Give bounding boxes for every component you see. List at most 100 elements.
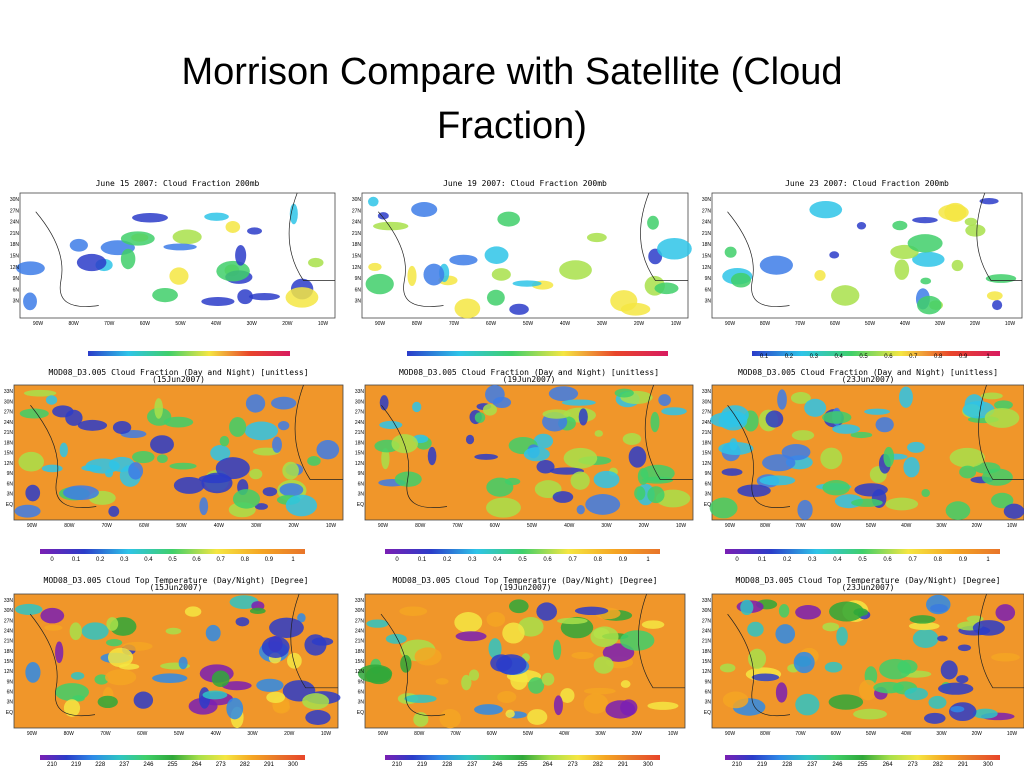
map-patch — [814, 269, 826, 281]
map-patch — [368, 262, 382, 272]
colorbar-label: 1 — [291, 557, 295, 563]
colorbar-label: 255 — [167, 762, 178, 768]
map-patch — [777, 389, 787, 410]
map-patch — [620, 699, 638, 716]
map-patch — [55, 683, 89, 702]
map-patch — [829, 601, 864, 622]
map-patch — [548, 386, 579, 402]
panel-title: June 19 2007: Cloud Fraction 200mb — [443, 179, 607, 188]
map-patch — [907, 441, 925, 453]
colorbar-label: 0.8 — [934, 557, 943, 563]
map-patch — [219, 435, 230, 447]
map-patch — [232, 489, 261, 509]
map-patch — [216, 260, 250, 282]
map-frame — [361, 192, 689, 319]
lon-label: 60W — [140, 321, 151, 327]
map-patch — [277, 421, 290, 431]
lon-label: 70W — [795, 523, 806, 529]
lon-label: 80W — [760, 523, 771, 529]
colorbar-label: 0.1 — [758, 557, 767, 563]
colorbar-label: 0.4 — [144, 557, 153, 563]
map-patch — [647, 486, 665, 504]
map-patch — [106, 639, 123, 647]
lat-label: EQ — [6, 710, 13, 716]
map-patch — [533, 433, 554, 449]
map-patch — [373, 221, 409, 231]
map-patch — [917, 295, 942, 315]
colorbar-label: 0.5 — [858, 557, 867, 563]
map-patch — [488, 638, 502, 659]
map-patch — [641, 476, 674, 484]
map-patch — [908, 622, 940, 631]
lat-label: 24N — [10, 220, 20, 226]
lat-label: 9N — [7, 471, 14, 477]
map-patch — [407, 265, 417, 287]
colorbar-label: 300 — [643, 762, 654, 768]
colorbar — [385, 549, 660, 554]
map-patch — [594, 430, 603, 437]
map-patch — [928, 695, 947, 709]
panel-title: MOD08_D3.005 Cloud Top Temperature (Day/… — [44, 576, 309, 585]
map-patch — [152, 287, 178, 303]
colorbar-label: 219 — [417, 762, 428, 768]
colorbar-label: 300 — [983, 762, 994, 768]
map-patch — [719, 663, 736, 673]
map-patch — [122, 641, 153, 651]
lat-label: 33N — [702, 389, 712, 395]
lat-label: 21N — [702, 430, 712, 436]
map-patch — [120, 231, 155, 246]
map-patch — [570, 471, 590, 490]
map-patch — [165, 627, 182, 635]
map-patch — [856, 221, 867, 230]
colorbar-label: 0.4 — [834, 354, 843, 360]
map-patch — [628, 446, 647, 468]
colorbar — [385, 755, 660, 760]
colorbar-label: 0.1 — [418, 557, 427, 563]
lat-label: 9N — [705, 276, 712, 282]
map-patch — [583, 693, 609, 714]
map-patch — [169, 462, 197, 470]
colorbar-label: 237 — [467, 762, 478, 768]
map-patch — [81, 622, 109, 640]
map-patch — [793, 651, 815, 674]
lon-label: 40W — [900, 321, 911, 327]
map-patch — [302, 693, 330, 710]
map-patch — [412, 401, 422, 413]
coastline — [35, 192, 335, 307]
lat-label: 12N — [352, 265, 362, 271]
coastline — [380, 593, 685, 716]
map-patch — [563, 447, 598, 469]
map-patch — [271, 396, 297, 410]
map-patch — [63, 699, 81, 717]
lat-label: 21N — [702, 639, 712, 645]
lat-label: 18N — [4, 649, 14, 655]
map-patch — [486, 497, 521, 518]
lon-label: 40W — [559, 731, 570, 737]
colorbar-label: 237 — [119, 762, 130, 768]
map-patch — [858, 679, 878, 701]
map-patch — [729, 438, 738, 451]
map-patch — [622, 433, 642, 445]
panel-title: MOD08_D3.005 Cloud Top Temperature (Day/… — [393, 576, 658, 585]
map-patch — [904, 687, 929, 701]
lat-label: 18N — [10, 242, 20, 248]
map-patch — [154, 398, 163, 419]
map-patch — [853, 708, 887, 720]
map-patch — [285, 287, 319, 308]
map-patch — [926, 594, 951, 615]
map-patch — [759, 255, 793, 275]
map-patch — [52, 405, 74, 418]
lat-label: 12N — [702, 461, 712, 467]
map-patch — [949, 447, 985, 468]
lat-label: 27N — [702, 208, 712, 214]
map-patch — [204, 212, 229, 221]
lon-label: 70W — [104, 321, 115, 327]
map-patch — [541, 672, 555, 686]
map-patch — [809, 200, 843, 219]
map-patch — [413, 712, 429, 727]
map-patch — [133, 691, 154, 709]
map-patch — [822, 622, 840, 632]
map-patch — [414, 647, 442, 666]
map-patch — [831, 285, 860, 306]
map-patch — [107, 647, 134, 668]
